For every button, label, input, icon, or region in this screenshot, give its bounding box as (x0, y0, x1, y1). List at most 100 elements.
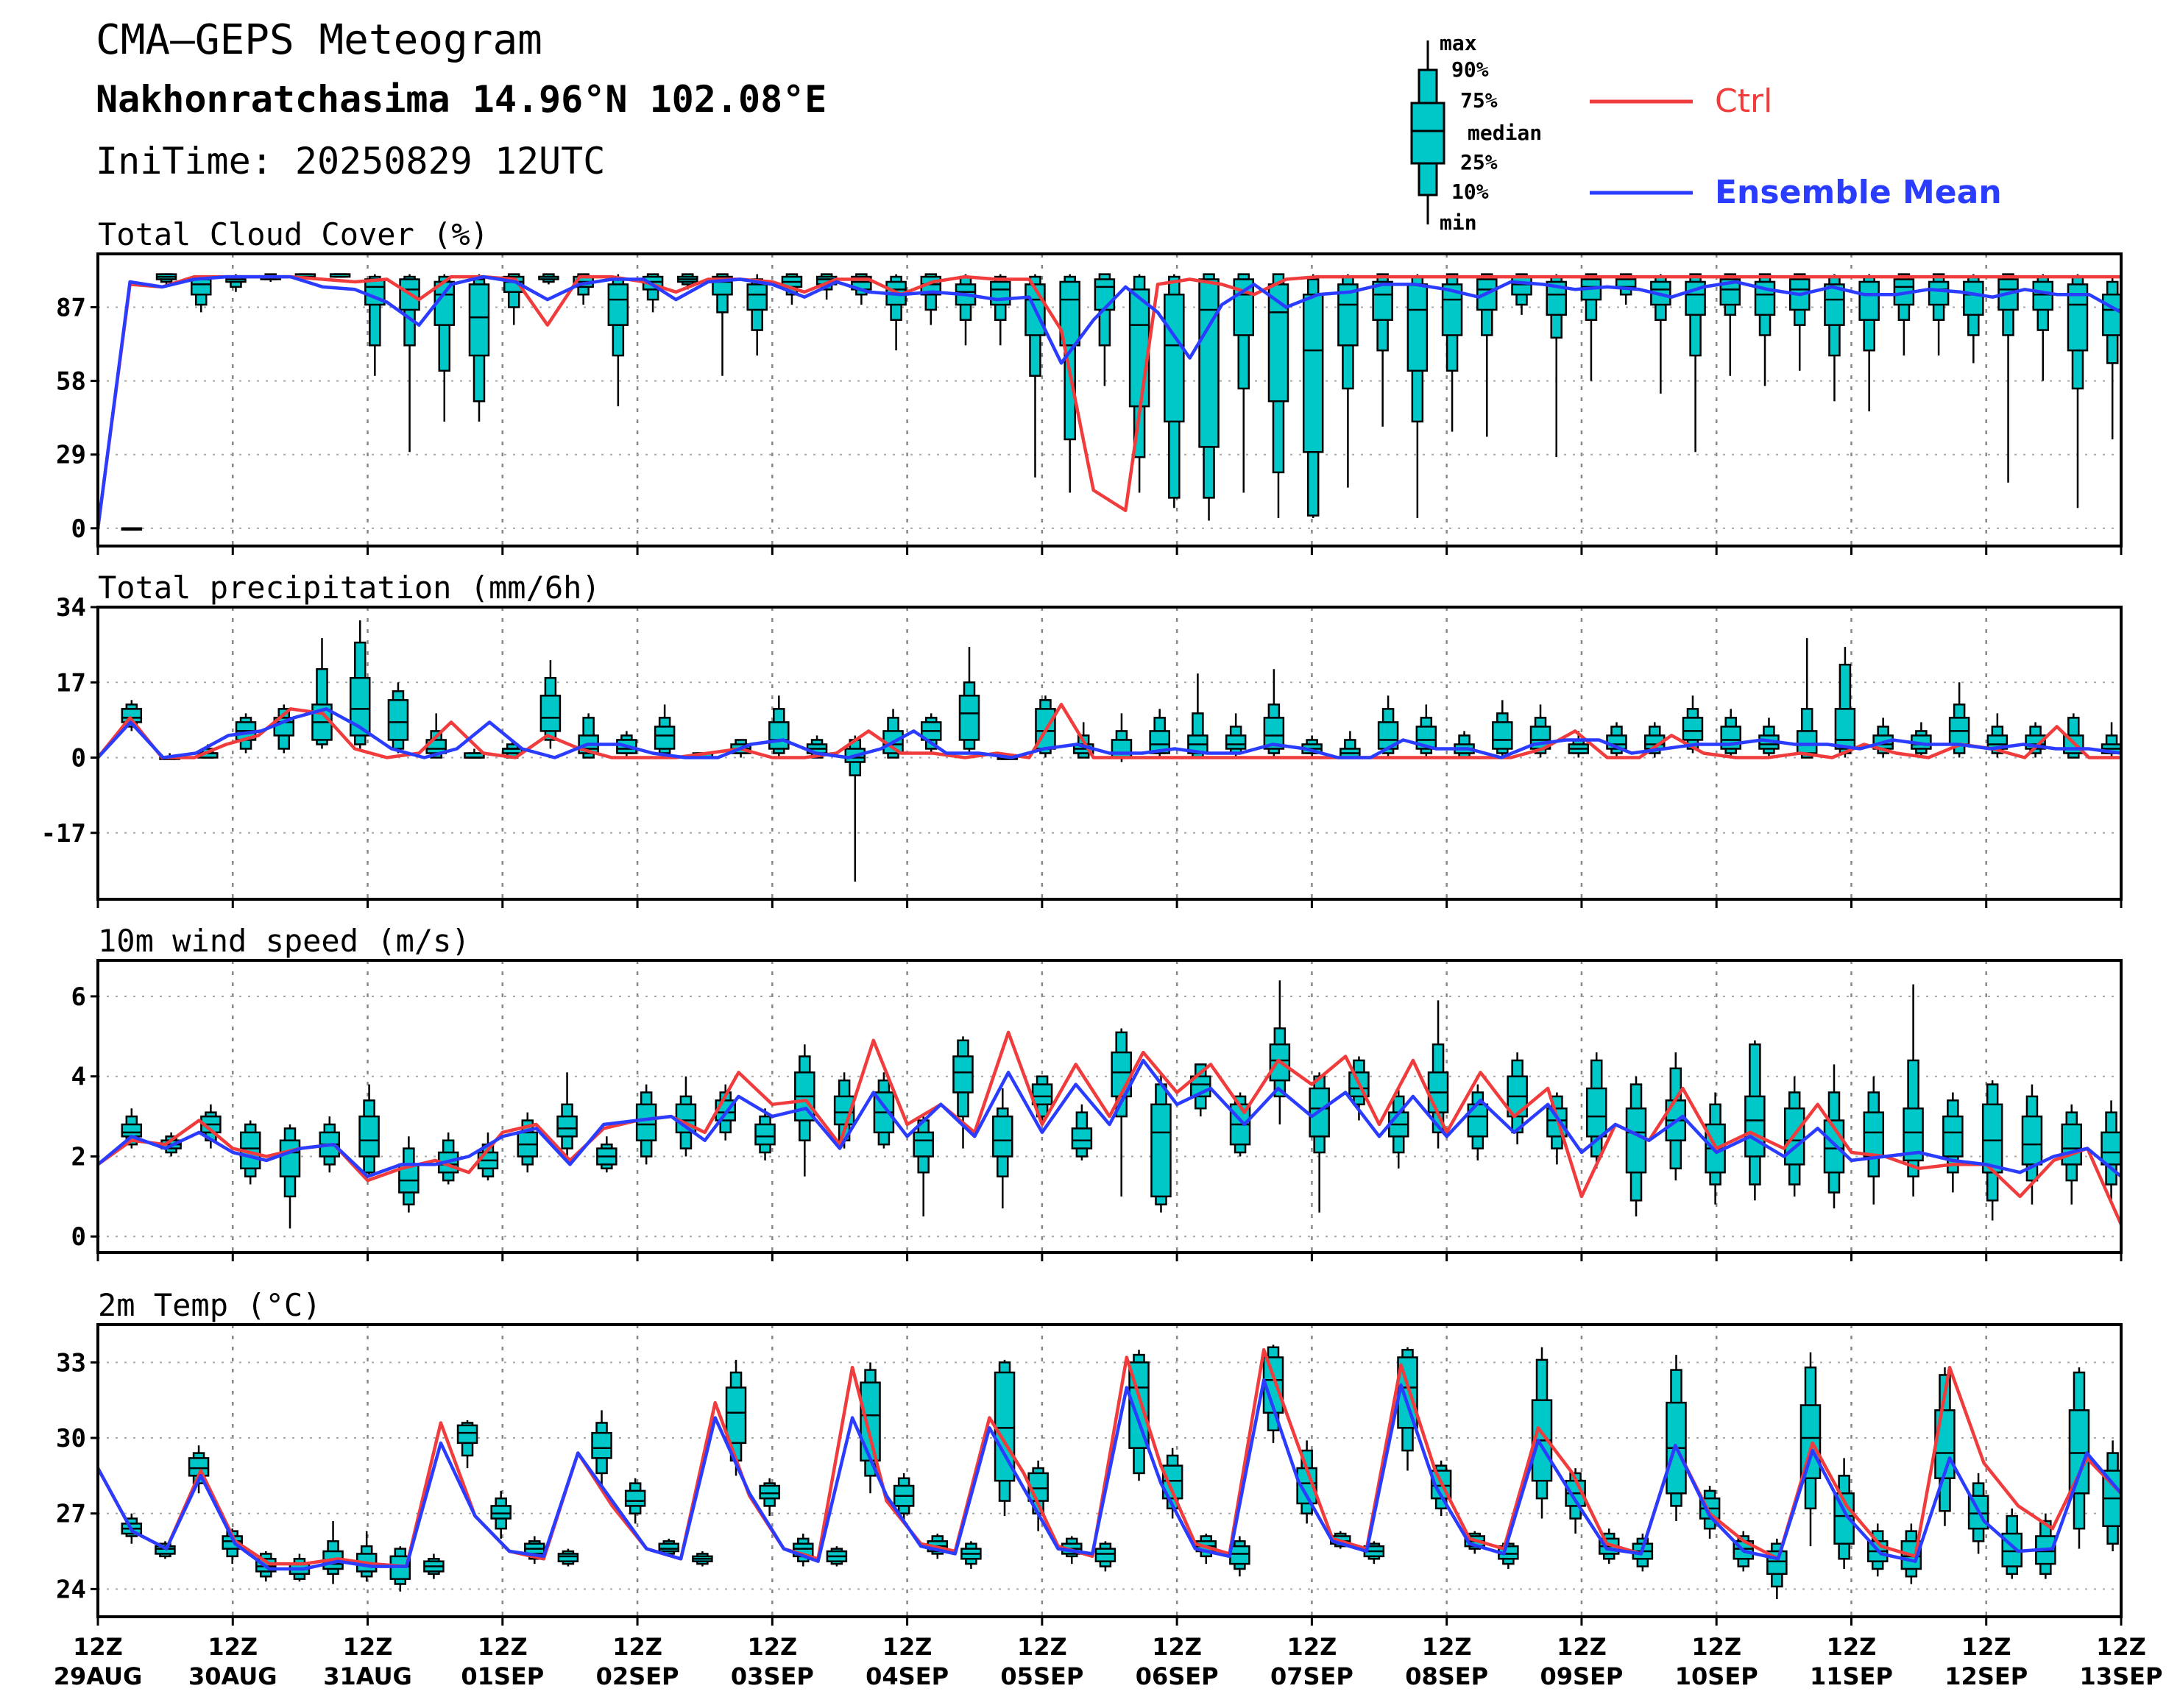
boxplot (596, 1136, 617, 1173)
boxplot (1585, 1052, 1607, 1169)
boxplot (355, 1531, 378, 1582)
boxplot (2067, 274, 2089, 508)
boxplot (1796, 638, 1818, 759)
y-tick-label: 27 (56, 1500, 86, 1529)
legend-label-4: 25% (1460, 150, 1498, 174)
box-inner (2021, 1115, 2043, 1166)
boxplot (1059, 274, 1080, 493)
y-tick-label: 0 (71, 1222, 86, 1252)
box-inner (279, 1139, 301, 1177)
boxplot (155, 273, 177, 285)
boxplot (1441, 273, 1463, 432)
box-inner (754, 1123, 776, 1146)
x-tick-hour: 12Z (478, 1633, 528, 1661)
box-inner (1511, 275, 1532, 296)
box-inner (860, 1381, 881, 1462)
x-tick-date: 02SEP (596, 1662, 679, 1690)
x-tick-hour: 12Z (612, 1633, 662, 1661)
box-inner (1094, 1548, 1116, 1562)
boxplot (2101, 277, 2121, 440)
box-inner (468, 283, 490, 357)
boxplot (658, 1538, 680, 1556)
box-inner (635, 1103, 657, 1141)
box-inner (191, 278, 212, 296)
boxplot (423, 1553, 445, 1579)
box-inner (1963, 280, 1984, 316)
x-tick-date: 12SEP (1944, 1662, 2028, 1690)
boxplot (675, 1076, 697, 1157)
mean-series-line (98, 707, 2121, 759)
boxplot (1454, 731, 1475, 759)
boxplot (754, 1108, 776, 1160)
box-inner (1585, 1087, 1607, 1138)
chart-title: CMA–GEPS Meteogram (96, 16, 542, 64)
box-inner (387, 699, 409, 741)
x-tick-hour: 12Z (882, 1633, 932, 1661)
boxplot (121, 527, 143, 531)
boxplot (725, 1359, 747, 1476)
boxplot (538, 273, 559, 285)
boxplot (191, 275, 212, 313)
boxplot (2021, 1084, 2043, 1205)
boxplot (1758, 717, 1780, 758)
y-tick-label: 33 (56, 1348, 86, 1378)
boxplot (1546, 274, 1567, 458)
boxplot (913, 1116, 934, 1217)
boxplot (225, 274, 247, 292)
ctrl-series-line (98, 274, 2121, 529)
boxplot (768, 695, 790, 758)
boxplot (654, 704, 676, 758)
box-inner (725, 1386, 747, 1445)
box-inner (1164, 293, 1185, 423)
boxplot (364, 274, 386, 376)
x-tick-hour: 12Z (1152, 1633, 1202, 1661)
box-inner (1796, 730, 1818, 754)
boxplot (329, 273, 351, 278)
x-tick-date: 31AUG (323, 1662, 412, 1690)
boxplot (992, 1088, 1013, 1209)
x-tick-date: 05SEP (1000, 1662, 1083, 1690)
boxplot (1948, 682, 1970, 758)
box-inner (1031, 1083, 1053, 1106)
legend-label-5: 10% (1451, 180, 1489, 204)
boxplot (1094, 273, 1116, 386)
boxplot (464, 748, 485, 759)
box-inner (456, 1424, 478, 1445)
x-tick-hour: 12Z (747, 1633, 797, 1661)
boxplot (1267, 273, 1289, 519)
box-inner (1128, 288, 1150, 408)
legend-ctrl-label: Ctrl (1715, 82, 1772, 120)
boxplot (1094, 1541, 1116, 1572)
box-inner (1406, 283, 1429, 372)
boxplot (1893, 273, 1915, 356)
x-tick-date: 30AUG (188, 1662, 277, 1690)
box-inner (591, 1431, 612, 1459)
boxplot (399, 274, 420, 453)
legend-label-2: 75% (1460, 88, 1498, 113)
boxplot (1309, 1072, 1330, 1213)
y-tick-label: 58 (56, 367, 86, 397)
box-inner (539, 695, 562, 732)
boxplot (1492, 700, 1513, 758)
box-inner (1863, 1111, 1885, 1158)
box-inner (607, 283, 629, 326)
y-tick-label: -17 (41, 819, 86, 848)
boxplot (1233, 273, 1255, 493)
box-inner (1229, 1545, 1250, 1565)
boxplot (1863, 1076, 1885, 1205)
boxplot (994, 1359, 1016, 1517)
boxplot (1685, 273, 1706, 453)
boxplot (955, 274, 977, 346)
x-tick-hour: 12Z (1287, 1633, 1337, 1661)
boxplot (759, 1478, 780, 1517)
legend-label-6: min (1440, 210, 1477, 235)
y-tick-label: 6 (71, 982, 86, 1012)
y-tick-label: 34 (56, 593, 86, 623)
boxplot (1229, 1536, 1250, 1577)
box-inner (1824, 283, 1845, 326)
boxplot (1302, 274, 1324, 519)
boxplot (1766, 1538, 1788, 1600)
boxplot (1928, 273, 1950, 356)
x-tick-hour: 12Z (2096, 1633, 2146, 1661)
y-tick-label: 29 (56, 441, 86, 470)
